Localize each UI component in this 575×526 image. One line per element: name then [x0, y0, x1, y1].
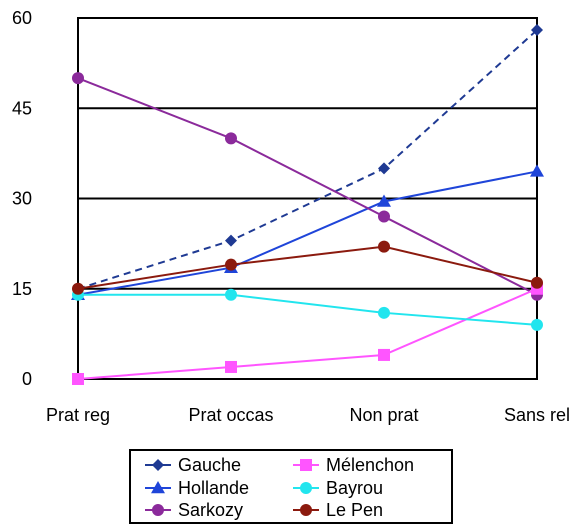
series-layer: [71, 24, 544, 385]
series-melenchon: [72, 282, 543, 385]
data-point-le-pen: [72, 282, 84, 295]
y-tick-label: 15: [12, 279, 32, 299]
data-point-hollande: [530, 164, 544, 177]
data-point-gauche: [225, 234, 237, 247]
legend-label-bayrou: Bayrou: [326, 478, 383, 498]
data-point-gauche: [531, 24, 543, 37]
x-tick-label: Non prat: [349, 405, 418, 425]
data-point-le-pen: [378, 240, 390, 253]
grid-layer: [77, 17, 538, 380]
series-sarkozy: [72, 72, 543, 301]
legend-marker-sarkozy: [152, 504, 164, 516]
series-gauche: [72, 24, 543, 295]
series-line-hollande: [77, 170, 538, 296]
data-point-melenchon: [378, 348, 390, 361]
legend-marker-bayrou: [300, 482, 312, 494]
data-point-le-pen: [225, 258, 237, 271]
axis-layer: 0 15 30 45 60 Prat reg Prat occas Non prat Sans …: [12, 8, 570, 425]
legend-label-gauche: Gauche: [178, 455, 241, 475]
legend-marker-hollande: [151, 481, 165, 494]
data-point-sarkozy: [225, 132, 237, 145]
legend-label-melenchon: Mélenchon: [326, 455, 414, 475]
data-point-bayrou: [531, 318, 543, 331]
legend-box: [129, 449, 453, 524]
data-point-melenchon: [225, 360, 237, 373]
data-point-melenchon: [72, 373, 84, 385]
data-point-le-pen: [531, 276, 543, 289]
y-tick-label: 30: [12, 189, 32, 209]
legend-label-sarkozy: Sarkozy: [178, 500, 243, 520]
series-line-gauche: [77, 29, 538, 290]
series-line-bayrou: [78, 293, 538, 326]
x-tick-label: Sans rel: [504, 405, 570, 425]
series-bayrou: [72, 288, 543, 331]
x-tick-label: Prat occas: [188, 405, 273, 425]
data-point-sarkozy: [378, 210, 390, 223]
legend-marker-gauche: [152, 459, 164, 471]
legend-marker-le-pen: [300, 504, 312, 516]
series-line-sarkozy: [77, 77, 538, 296]
series-line-melenchon: [77, 287, 538, 380]
series-le-pen: [72, 240, 543, 295]
data-point-gauche: [378, 162, 390, 175]
y-tick-label: 0: [22, 369, 32, 389]
legend-marker-melenchon: [300, 459, 312, 471]
legend-label-le-pen: Le Pen: [326, 500, 383, 520]
y-tick-label: 45: [12, 98, 32, 118]
x-tick-label: Prat reg: [46, 405, 110, 425]
y-tick-label: 60: [12, 8, 32, 28]
data-point-bayrou: [378, 306, 390, 319]
data-point-bayrou: [225, 288, 237, 301]
series-line-le-pen: [77, 245, 538, 290]
data-point-sarkozy: [72, 72, 84, 85]
data-point-hollande: [377, 194, 391, 207]
legend-label-hollande: Hollande: [178, 478, 249, 498]
